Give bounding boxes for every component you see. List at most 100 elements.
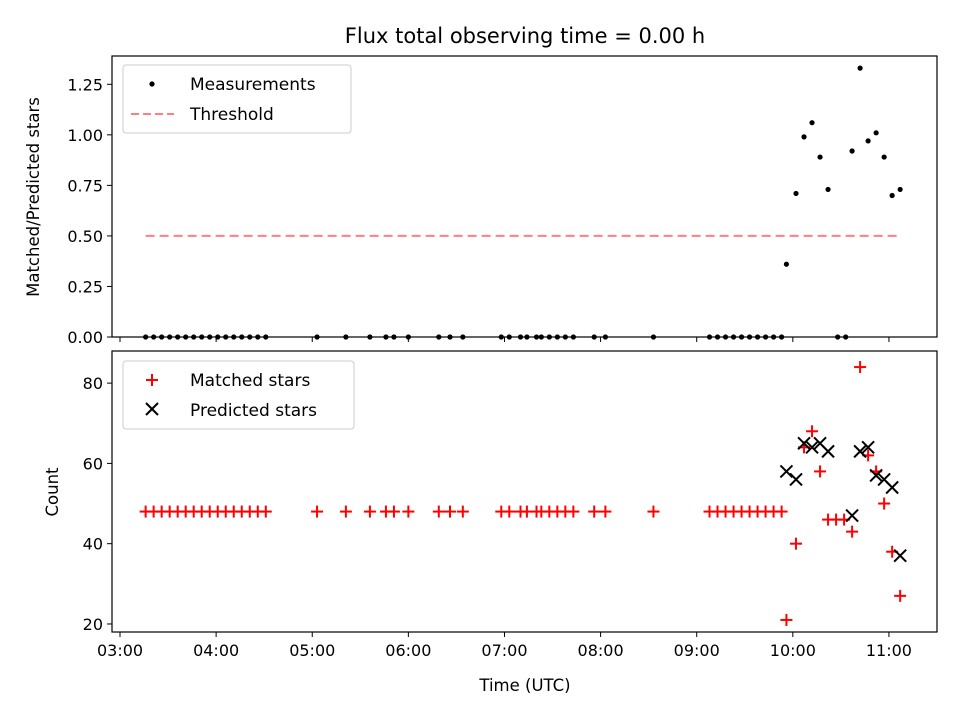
predicted-stars-point [789, 472, 803, 487]
bottom-y-tick-label: 40 [83, 535, 103, 554]
top-y-tick-label: 1.25 [67, 75, 103, 94]
bottom-x-tick-label: 07:00 [481, 641, 527, 660]
measurements-point [849, 148, 855, 154]
bottom-x-tick-label: 05:00 [289, 641, 335, 660]
top-y-tick-label: 0.75 [67, 176, 103, 195]
predicted-stars-point [861, 440, 875, 455]
bottom-plot-area [139, 361, 907, 626]
matched-stars-point [432, 505, 445, 518]
matched-stars-point [806, 425, 819, 438]
predicted-stars-point [853, 444, 867, 459]
matched-stars-point [775, 505, 788, 518]
matched-stars-point [363, 505, 376, 518]
predicted-stars-point [869, 468, 883, 483]
bottom-legend-box [122, 360, 355, 430]
bottom-y-tick-label: 80 [83, 374, 103, 393]
measurements-point [897, 186, 903, 193]
bottom-y-tick-label: 20 [83, 615, 103, 634]
measurements-point [881, 154, 887, 160]
figure-title: Flux total observing time = 0.00 h [345, 24, 705, 48]
matched-stars-point [878, 497, 891, 510]
bottom-ticks: 03:00 04:00 05:00 06:00 07:00 08:00 09:00 10:00… [83, 374, 912, 660]
matched-stars-point [854, 361, 867, 374]
measurements-point [825, 186, 831, 193]
predicted-stars-point [821, 444, 835, 459]
matched-stars-point [780, 613, 793, 626]
measurements-point [865, 138, 871, 144]
predicted-stars-point-b [893, 549, 907, 563]
legend-matched-marker [146, 374, 158, 386]
measurements-point [889, 192, 895, 199]
predicted-stars-point-b [845, 508, 859, 523]
predicted-stars-point-b [861, 440, 875, 455]
matched-stars-point [402, 505, 415, 518]
matched-stars-point [387, 505, 400, 518]
predicted-stars-point-b [853, 444, 867, 459]
matched-stars-point [567, 505, 580, 518]
predicted-stars-point-b [797, 436, 811, 451]
predicted-stars-point-b [869, 468, 883, 483]
measurements-point [857, 65, 863, 71]
predicted-stars-point [885, 480, 899, 495]
bottom-x-tick-label: 08:00 [578, 641, 624, 660]
matched-stars-point [444, 505, 457, 518]
matched-stars-point [259, 505, 272, 518]
legend-measurements-label: Measurements [190, 75, 316, 95]
top-y-tick-label: 1.00 [67, 126, 103, 145]
predicted-stars-point [805, 440, 819, 455]
predicted-stars-point [845, 508, 859, 523]
predicted-stars-point-b [821, 444, 835, 459]
predicted-stars-point-b [877, 472, 891, 487]
matched-stars-point [790, 537, 803, 550]
top-y-tick-label: 0.25 [67, 277, 103, 296]
top-y-tick-label: 0.50 [67, 227, 103, 246]
legend-predicted-label: Predicted stars [190, 401, 317, 421]
predicted-stars-point [779, 464, 794, 479]
top-y-axis-label: Matched/Predicted stars [24, 97, 43, 297]
measurements-point [801, 134, 807, 140]
bottom-x-tick-label: 10:00 [770, 641, 816, 660]
bottom-legend: Matched stars Predicted stars [122, 360, 355, 430]
legend-measurements-marker [149, 81, 155, 87]
matched-stars-point [339, 505, 352, 518]
top-panel: 0.00 0.25 0.50 0.75 1.00 1.25 Matched/Predict… [24, 55, 938, 347]
bottom-x-tick-label: 11:00 [866, 641, 912, 660]
matched-stars-point [503, 505, 516, 518]
bottom-y-tick-label: 60 [83, 454, 103, 473]
bottom-x-tick-label: 09:00 [674, 641, 720, 660]
measurements-point [873, 130, 879, 136]
measurements-point [809, 120, 815, 126]
matched-stars-point [846, 525, 859, 538]
matched-stars-point [456, 505, 469, 518]
matched-stars-point [311, 505, 324, 518]
measurements-point [783, 261, 790, 267]
legend-threshold-label: Threshold [189, 105, 274, 125]
predicted-stars-point-b [789, 472, 803, 487]
bottom-y-axis-label: Count [43, 467, 62, 517]
bottom-x-axis-label: Time (UTC) [478, 676, 570, 695]
top-axes-frame [111, 55, 938, 338]
matched-stars-point [814, 465, 827, 478]
top-y-tick-label: 0.00 [67, 328, 103, 347]
matched-stars-point [647, 505, 660, 518]
top-ticks: 0.00 0.25 0.50 0.75 1.00 1.25 [67, 75, 890, 347]
predicted-stars-point-b [805, 440, 819, 455]
measurements-point [793, 190, 799, 197]
matched-stars-point [588, 505, 601, 518]
matched-stars-point [894, 589, 907, 602]
predicted-stars-point [797, 436, 811, 451]
predicted-stars-point [893, 549, 907, 563]
predicted-stars-point-b [813, 436, 827, 451]
top-legend: Measurements Threshold [122, 64, 352, 134]
predicted-stars-point-b [885, 480, 899, 495]
bottom-axes-frame [111, 350, 938, 633]
bottom-x-tick-label: 04:00 [193, 641, 239, 660]
predicted-stars-point-b [779, 464, 794, 479]
bottom-x-tick-label: 03:00 [97, 641, 143, 660]
bottom-x-tick-label: 06:00 [385, 641, 431, 660]
legend-matched-label: Matched stars [190, 371, 310, 391]
measurements-point [817, 154, 823, 160]
top-legend-box [122, 64, 352, 134]
legend-predicted-marker [145, 402, 159, 416]
